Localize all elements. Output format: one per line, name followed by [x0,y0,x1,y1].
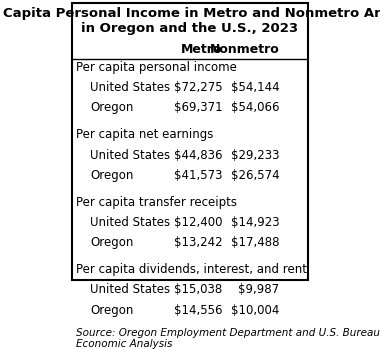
Text: Per capita transfer receipts: Per capita transfer receipts [76,196,237,209]
Text: Oregon: Oregon [90,304,133,317]
Text: $26,574: $26,574 [231,169,279,182]
Text: United States: United States [90,149,170,162]
Text: Oregon: Oregon [90,169,133,182]
Text: $54,144: $54,144 [231,81,279,94]
Text: Nonmetro: Nonmetro [209,43,279,56]
Text: Source: Oregon Employment Department and U.S. Bureau of
Economic Analysis: Source: Oregon Employment Department and… [76,328,380,349]
Text: $10,004: $10,004 [231,304,279,317]
Text: Per Capita Personal Income in Metro and Nonmetro Areas
in Oregon and the U.S., 2: Per Capita Personal Income in Metro and … [0,7,380,35]
Text: $15,038: $15,038 [174,283,222,296]
Text: Per capita personal income: Per capita personal income [76,61,237,74]
Text: $17,488: $17,488 [231,236,279,249]
Text: Oregon: Oregon [90,236,133,249]
Text: $69,371: $69,371 [174,101,222,114]
Text: $29,233: $29,233 [231,149,279,162]
Text: Oregon: Oregon [90,101,133,114]
Text: Metro: Metro [181,43,222,56]
Text: $14,556: $14,556 [174,304,222,317]
Text: $54,066: $54,066 [231,101,279,114]
Text: United States: United States [90,216,170,229]
Text: $13,242: $13,242 [174,236,222,249]
Text: United States: United States [90,283,170,296]
Text: Per capita net earnings: Per capita net earnings [76,128,213,141]
Text: United States: United States [90,81,170,94]
Text: $14,923: $14,923 [231,216,279,229]
Text: Per capita dividends, interest, and rent: Per capita dividends, interest, and rent [76,263,307,276]
Text: $12,400: $12,400 [174,216,222,229]
Text: $72,275: $72,275 [174,81,222,94]
Text: $41,573: $41,573 [174,169,222,182]
Text: $44,836: $44,836 [174,149,222,162]
Text: $9,987: $9,987 [238,283,279,296]
